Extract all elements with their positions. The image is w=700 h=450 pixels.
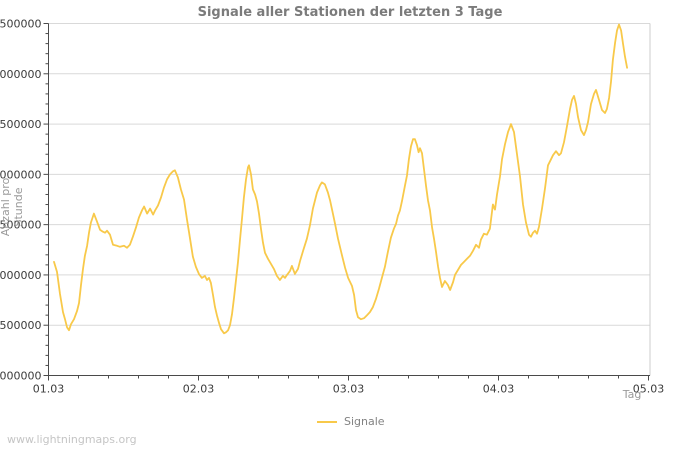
x-tick-label: 03.03 xyxy=(333,383,365,396)
x-tick-label: 01.03 xyxy=(33,383,65,396)
y-tick-label: 8000000 xyxy=(0,168,42,181)
y-tick-label: 8500000 xyxy=(0,118,42,131)
y-tick-label: 9500000 xyxy=(0,18,42,31)
y-tick-label: 6500000 xyxy=(0,319,42,332)
x-tick-label: 04.03 xyxy=(483,383,515,396)
y-tick-label: 6000000 xyxy=(0,370,42,383)
x-tick-label: 05.03 xyxy=(633,383,665,396)
legend-label: Signale xyxy=(344,415,385,428)
y-axis-title: Anzahl pro Stunde xyxy=(0,177,25,237)
signal-line xyxy=(53,23,628,335)
chart-title: Signale aller Stationen der letzten 3 Ta… xyxy=(197,5,503,20)
x-axis-title: Tag xyxy=(622,388,642,401)
y-tick-label: 9000000 xyxy=(0,68,42,81)
x-tick-label: 02.03 xyxy=(183,383,215,396)
legend-line-swatch xyxy=(317,420,337,423)
watermark: www.lightningmaps.org xyxy=(7,433,137,446)
legend: Signale xyxy=(317,415,385,428)
y-tick-label: 7000000 xyxy=(0,269,42,282)
y-tick-label: 7500000 xyxy=(0,219,42,232)
